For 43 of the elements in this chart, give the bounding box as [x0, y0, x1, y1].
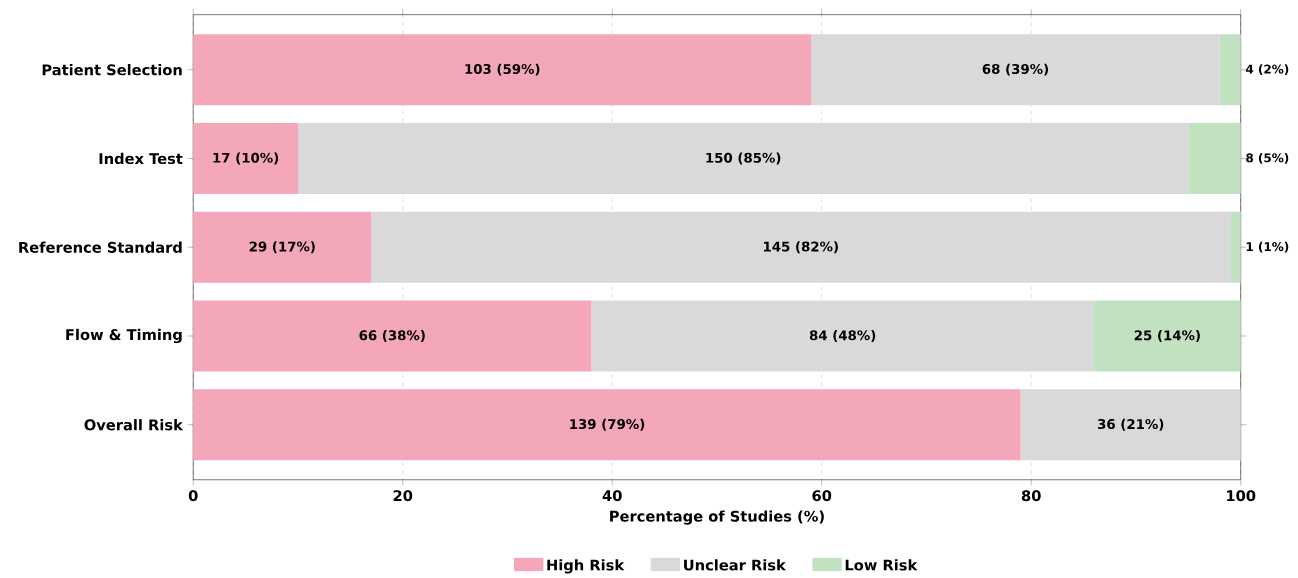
bar: [371, 211, 1231, 283]
x-tick-label: 100: [1227, 490, 1256, 502]
y-tick-label: Reference Standard: [19, 241, 182, 254]
legend-label: Low Risk: [845, 559, 918, 571]
data-label: 103 (59%): [465, 63, 540, 76]
x-tick-label: 20: [393, 490, 413, 502]
data-label: 145 (82%): [764, 241, 838, 254]
bar: [1230, 211, 1241, 283]
x-tick-label: 40: [602, 490, 622, 502]
data-label: 36 (21%): [1097, 418, 1164, 431]
data-label: 8 (5%): [1246, 153, 1289, 164]
x-axis-title: Percentage of Studies (%): [610, 510, 824, 525]
data-label: 29 (17%): [249, 241, 315, 254]
data-label: 150 (85%): [706, 152, 781, 165]
data-label: 1 (1%): [1246, 241, 1289, 253]
bar: [1094, 300, 1241, 372]
legend-label: High Risk: [547, 559, 625, 574]
bar: [591, 300, 1095, 372]
y-tick-label: Flow & Timing: [66, 328, 182, 344]
bar: [193, 123, 298, 195]
data-label: 4 (2%): [1245, 64, 1289, 76]
bar: [1219, 34, 1241, 106]
bar: [193, 389, 1021, 461]
y-tick-label: Patient Selection: [42, 64, 182, 76]
y-tick-label: Index Test: [99, 152, 183, 165]
bar: [1020, 389, 1241, 461]
bar: [811, 34, 1220, 106]
bar: [193, 211, 372, 283]
y-tick-label: Overall Risk: [84, 419, 184, 431]
data-label: 139 (79%): [570, 418, 645, 431]
x-tick-label: 0: [188, 490, 198, 502]
bar: [193, 34, 812, 106]
legend-label: Unclear Risk: [684, 559, 787, 571]
x-tick-label: 80: [1021, 490, 1041, 502]
bar: [1188, 123, 1241, 195]
x-tick-label: 60: [812, 490, 832, 502]
bar: [193, 300, 592, 372]
data-label: 84 (48%): [809, 330, 876, 343]
data-label: 17 (10%): [213, 152, 279, 165]
data-label: 66 (38%): [359, 330, 425, 343]
data-label: 68 (39%): [982, 63, 1049, 76]
bar: [297, 123, 1189, 195]
data-label: 25 (14%): [1134, 330, 1200, 343]
